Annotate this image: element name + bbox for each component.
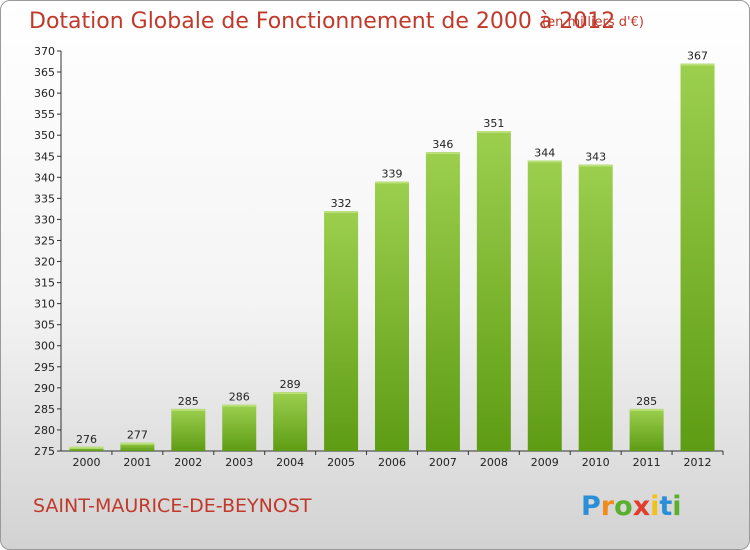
y-tick-label: 355 <box>34 108 55 121</box>
bar-2000 <box>69 446 104 451</box>
bar-2009 <box>527 160 562 451</box>
y-tick-label: 315 <box>34 277 55 290</box>
x-tick-label-2010: 2010 <box>582 456 610 469</box>
bar-highlight <box>120 442 155 445</box>
value-label-2007: 346 <box>432 138 453 151</box>
bar-highlight <box>222 404 257 407</box>
value-label-2009: 344 <box>534 146 555 159</box>
y-tick-label: 335 <box>34 192 55 205</box>
bar-highlight <box>680 63 715 66</box>
value-label-2011: 285 <box>636 395 657 408</box>
logo-letter: i <box>672 491 682 522</box>
bar-2002 <box>171 408 206 451</box>
x-tick-label-2008: 2008 <box>480 456 508 469</box>
logo-letter: x <box>632 491 651 522</box>
bar-2004 <box>273 392 308 451</box>
chart-title: Dotation Globale de Fonctionnement de 20… <box>29 9 616 34</box>
chart-unit-note: (en milliers d'€) <box>542 15 644 30</box>
bar-2008 <box>476 131 511 451</box>
bar-2012 <box>680 63 715 451</box>
value-label-2006: 339 <box>382 168 403 181</box>
x-tick-label-2006: 2006 <box>378 456 406 469</box>
y-tick-label: 325 <box>34 234 55 247</box>
bar-highlight <box>324 211 359 213</box>
y-tick-label: 280 <box>34 424 55 437</box>
y-tick-label: 370 <box>34 45 55 58</box>
city-name: SAINT-MAURICE-DE-BEYNOST <box>33 495 312 517</box>
logo-letter: P <box>581 491 601 522</box>
value-label-2000: 276 <box>76 433 97 446</box>
x-tick-label-2003: 2003 <box>225 456 253 469</box>
logo-letter: t <box>659 491 673 522</box>
y-tick-label: 350 <box>34 129 55 142</box>
bar-2010 <box>578 164 613 451</box>
x-tick-label-2007: 2007 <box>429 456 457 469</box>
value-label-2003: 286 <box>229 391 250 404</box>
y-tick-label: 295 <box>34 361 55 374</box>
x-tick-label-2009: 2009 <box>531 456 559 469</box>
logo-letter: o <box>614 491 633 522</box>
y-tick-label: 275 <box>34 445 55 458</box>
value-label-2001: 277 <box>127 429 148 442</box>
bar-highlight <box>629 408 664 411</box>
bar-highlight <box>171 408 206 411</box>
bar-2011 <box>629 408 664 451</box>
bar-highlight <box>375 181 409 184</box>
bar-highlight <box>527 160 562 163</box>
y-tick-label: 365 <box>34 66 55 79</box>
y-tick-label: 360 <box>34 87 55 100</box>
bar-2006 <box>375 181 409 452</box>
bar-highlight <box>578 164 613 167</box>
y-tick-label: 320 <box>34 256 55 269</box>
value-label-2002: 285 <box>178 395 199 408</box>
x-tick-label-2001: 2001 <box>123 456 151 469</box>
y-tick-label: 310 <box>34 298 55 311</box>
x-tick-label-2005: 2005 <box>327 456 355 469</box>
value-label-2008: 351 <box>483 117 504 130</box>
bar-highlight <box>476 131 511 133</box>
x-tick-label-2000: 2000 <box>72 456 100 469</box>
value-label-2010: 343 <box>585 151 606 164</box>
bar-highlight <box>425 152 460 155</box>
logo-letter: i <box>650 491 660 522</box>
bar-highlight <box>69 446 104 449</box>
value-label-2012: 367 <box>687 50 708 63</box>
value-label-2005: 332 <box>331 197 352 210</box>
y-tick-label: 285 <box>34 403 55 416</box>
y-tick-label: 340 <box>34 171 55 184</box>
bar-2007 <box>425 152 460 452</box>
value-label-2004: 289 <box>280 378 301 391</box>
proxiti-logo: Proxiti <box>581 491 682 522</box>
bar-highlight <box>273 392 308 395</box>
y-tick-label: 345 <box>34 150 55 163</box>
bar-2003 <box>222 404 257 451</box>
x-tick-label-2011: 2011 <box>633 456 661 469</box>
bar-2001 <box>120 442 155 451</box>
y-tick-label: 330 <box>34 213 55 226</box>
x-tick-label-2012: 2012 <box>684 456 712 469</box>
y-tick-label: 305 <box>34 319 55 332</box>
logo-letter: r <box>600 491 615 522</box>
x-tick-label-2004: 2004 <box>276 456 304 469</box>
y-tick-label: 290 <box>34 382 55 395</box>
y-tick-label: 300 <box>34 340 55 353</box>
x-tick-label-2002: 2002 <box>174 456 202 469</box>
bar-2005 <box>324 211 359 451</box>
